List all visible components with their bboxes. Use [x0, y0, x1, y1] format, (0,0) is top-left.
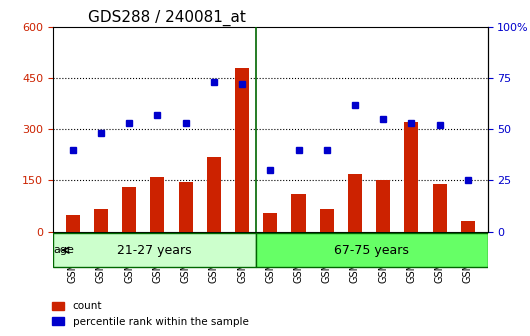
Text: GDS288 / 240081_at: GDS288 / 240081_at: [88, 9, 245, 26]
Text: 21-27 years: 21-27 years: [117, 244, 192, 257]
Bar: [207, 157, 221, 232]
Bar: [404, 122, 419, 232]
Text: 67-75 years: 67-75 years: [334, 244, 409, 257]
Legend: count, percentile rank within the sample: count, percentile rank within the sample: [48, 297, 253, 331]
Bar: [348, 174, 362, 232]
Bar: [376, 180, 390, 232]
Bar: [235, 68, 249, 232]
FancyBboxPatch shape: [256, 234, 488, 267]
Bar: [263, 213, 277, 232]
Bar: [122, 187, 136, 232]
Bar: [461, 221, 475, 232]
FancyBboxPatch shape: [53, 234, 256, 267]
Bar: [432, 184, 447, 232]
Bar: [66, 214, 80, 232]
Text: age: age: [54, 245, 74, 255]
Bar: [292, 194, 306, 232]
Bar: [94, 209, 108, 232]
Bar: [151, 177, 164, 232]
Bar: [179, 182, 193, 232]
Bar: [320, 209, 334, 232]
